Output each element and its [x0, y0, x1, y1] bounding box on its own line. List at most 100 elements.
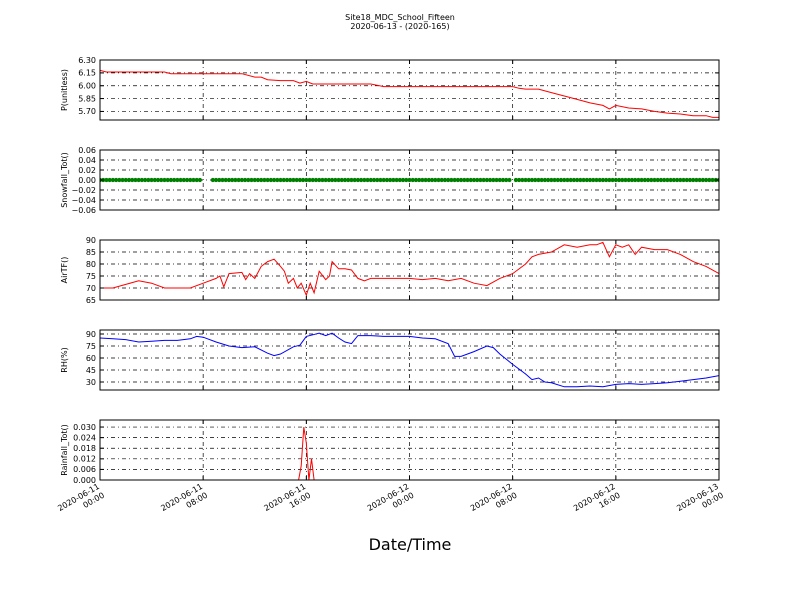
- snowfall-point: [433, 177, 438, 183]
- snowfall-point: [558, 177, 564, 183]
- snowfall-point: [365, 177, 370, 183]
- snowfall-point: [184, 177, 190, 183]
- snowfall-point: [407, 177, 412, 183]
- snowfall-point: [536, 177, 541, 183]
- snowfall-point: [455, 177, 460, 183]
- snowfall-point: [333, 177, 338, 183]
- x-tick-label: 2020-06-1216:00: [572, 482, 622, 522]
- snowfall-point: [517, 177, 522, 183]
- snowfall-point: [297, 177, 302, 183]
- y-axis-label: P(unitless): [60, 69, 69, 111]
- snowfall-point: [288, 177, 293, 183]
- snowfall-point: [636, 177, 641, 183]
- snowfall-point: [678, 177, 683, 183]
- snowfall-point: [494, 177, 499, 183]
- x-tick-label: 2020-06-1208:00: [469, 482, 519, 522]
- snowfall-point: [352, 177, 357, 183]
- snowfall-point: [529, 177, 535, 183]
- snowfall-point: [330, 177, 335, 183]
- snowfall-point: [629, 177, 635, 183]
- snowfall-point: [213, 177, 219, 183]
- y-tick-label: 0.00: [78, 176, 96, 185]
- snowfall-point: [114, 177, 119, 183]
- y-axis-label: AirTF(): [60, 257, 69, 284]
- snowfall-point: [700, 177, 705, 183]
- snowfall-point: [336, 177, 341, 183]
- snowfall-point: [500, 177, 506, 183]
- x-axis-label: Date/Time: [369, 535, 452, 554]
- snowfall-point: [539, 177, 544, 183]
- snowfall-point: [310, 177, 315, 183]
- snowfall-point: [130, 177, 135, 183]
- snowfall-point: [520, 177, 525, 183]
- snowfall-point: [417, 177, 422, 183]
- snowfall-point: [568, 177, 573, 183]
- snowfall-point: [342, 177, 348, 183]
- snowfall-point: [143, 177, 148, 183]
- snowfall-point: [217, 177, 222, 183]
- snowfall-point: [639, 177, 644, 183]
- snowfall-point: [523, 177, 528, 183]
- snowfall-point: [220, 177, 225, 183]
- snowfall-point: [658, 177, 664, 183]
- y-tick-label: 0.000: [73, 476, 96, 485]
- snowfall-point: [301, 177, 306, 183]
- snowfall-point: [246, 177, 251, 183]
- snowfall-point: [704, 177, 709, 183]
- snowfall-point: [649, 177, 654, 183]
- snowfall-point: [420, 177, 425, 183]
- snowfall-point: [665, 177, 670, 183]
- snowfall-point: [613, 177, 618, 183]
- snowfall-point: [458, 177, 464, 183]
- snowfall-point: [404, 177, 409, 183]
- snowfall-point: [317, 177, 322, 183]
- snowfall-point: [104, 177, 109, 183]
- y-tick-label: −0.04: [71, 196, 96, 205]
- snowfall-point: [436, 177, 441, 183]
- snowfall-point: [546, 177, 551, 183]
- snowfall-point: [120, 177, 125, 183]
- snowfall-point: [175, 177, 180, 183]
- x-tick-label: 2020-06-1108:00: [159, 482, 209, 522]
- snowfall-point: [152, 177, 157, 183]
- snowfall-point: [462, 177, 467, 183]
- snowfall-point: [429, 177, 435, 183]
- y-axis-label: Rainfall_Tot(): [60, 424, 69, 476]
- snowfall-point: [707, 177, 712, 183]
- figure-title-line2: 2020-06-13 - (2020-165): [350, 22, 449, 31]
- y-tick-label: 90: [86, 236, 96, 245]
- series-line: [100, 69, 719, 118]
- y-tick-label: 6.15: [78, 69, 96, 78]
- series-line: [100, 427, 719, 480]
- snowfall-point: [504, 177, 509, 183]
- snowfall-point: [484, 177, 489, 183]
- y-tick-label: 65: [86, 296, 96, 305]
- snowfall-point: [571, 177, 577, 183]
- snowfall-point: [294, 177, 299, 183]
- snowfall-point: [410, 177, 415, 183]
- snowfall-point: [362, 177, 367, 183]
- snowfall-point: [188, 177, 193, 183]
- panel-4: 30 45 60 75 90 RH(%): [60, 329, 720, 391]
- snowfall-point: [478, 177, 483, 183]
- snowfall-point: [623, 177, 628, 183]
- snowfall-point: [291, 177, 296, 183]
- snowfall-point: [275, 177, 280, 183]
- x-tick-labels: 2020-06-1100:00 2020-06-1108:00 2020-06-11…: [56, 482, 725, 522]
- y-tick-label: 6.00: [78, 82, 96, 91]
- snowfall-point: [355, 177, 361, 183]
- snowfall-point: [497, 177, 502, 183]
- snowfall-point: [181, 177, 186, 183]
- snowfall-point: [304, 177, 309, 183]
- snowfall-point: [481, 177, 486, 183]
- snowfall-point: [710, 177, 715, 183]
- panels: 5.705.856.006.156.30P(unitless)−0.06−0.0…: [60, 56, 720, 485]
- snowfall-point: [136, 177, 141, 183]
- snowfall-point: [139, 177, 145, 183]
- snowfall-point: [587, 177, 593, 183]
- snowfall-point: [620, 177, 625, 183]
- panel-1: 5.70 5.85 6.00 6.15 6.30 P(unitless): [60, 56, 720, 121]
- snowfall-point: [642, 177, 647, 183]
- snowfall-point: [513, 177, 518, 183]
- snowfall-point: [549, 177, 554, 183]
